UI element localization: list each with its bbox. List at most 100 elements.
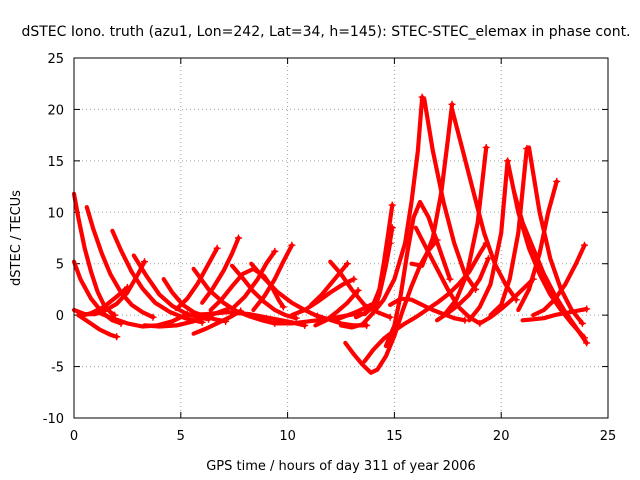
data-series-6 xyxy=(84,205,157,321)
series-end-marker xyxy=(140,258,148,266)
y-tick-label: 10 xyxy=(47,206,64,221)
series-line xyxy=(516,179,559,313)
data-series-41 xyxy=(443,143,490,316)
series-end-marker xyxy=(553,177,561,185)
data-series-15 xyxy=(191,307,245,336)
series-line xyxy=(191,266,277,326)
series-line xyxy=(409,102,455,268)
series-line xyxy=(191,308,243,336)
data-series-20 xyxy=(251,241,296,313)
series-end-marker xyxy=(343,260,351,268)
axis-ticks: 0 5 10 15 20 25 -10 -5 0 5 10 15 20 25 xyxy=(43,52,617,444)
series-line xyxy=(388,296,467,323)
y-axis-label: dSTEC / TECUs xyxy=(9,190,24,286)
series-end-marker xyxy=(448,100,456,108)
series-line xyxy=(131,253,211,322)
data-series-18 xyxy=(230,263,300,322)
x-tick-label: 15 xyxy=(386,429,403,444)
chart-title: dSTEC Iono. truth (azu1, Lon=242, Lat=34… xyxy=(21,24,630,40)
series-line xyxy=(526,145,585,326)
series-end-marker xyxy=(292,314,300,322)
series-line xyxy=(289,277,356,318)
series-end-marker xyxy=(581,241,589,249)
series-line xyxy=(467,158,510,323)
data-series-23 xyxy=(289,275,358,318)
data-series-19 xyxy=(232,247,279,309)
series-line xyxy=(443,145,489,316)
data-series-16 xyxy=(200,234,242,305)
series-end-marker xyxy=(234,234,242,242)
series-end-marker xyxy=(279,303,287,311)
series-line xyxy=(110,228,205,325)
data-series-24 xyxy=(309,260,351,307)
series-end-marker xyxy=(123,283,131,291)
series-line xyxy=(84,205,156,320)
series-end-marker xyxy=(583,305,591,313)
series-line xyxy=(362,203,395,317)
series-end-marker xyxy=(288,241,296,249)
data-series-35 xyxy=(383,199,454,349)
data-series-51 xyxy=(531,241,589,318)
y-tick-label: 0 xyxy=(56,309,64,324)
series-end-marker xyxy=(578,319,586,327)
x-tick-label: 25 xyxy=(600,429,617,444)
data-series-25 xyxy=(313,286,362,328)
series-line xyxy=(71,191,117,318)
series-end-marker xyxy=(583,339,591,347)
series-end-marker xyxy=(237,307,245,315)
series-end-marker xyxy=(213,244,221,252)
data-series-48 xyxy=(516,177,561,313)
series-line xyxy=(174,246,220,312)
series-line xyxy=(488,146,529,318)
series-line xyxy=(230,263,299,321)
y-tick-label: 5 xyxy=(56,258,64,273)
series-line xyxy=(450,107,519,302)
series-line xyxy=(531,243,587,318)
series-line xyxy=(328,259,393,320)
x-tick-label: 0 xyxy=(70,429,78,444)
series-line xyxy=(309,261,350,307)
series-line xyxy=(313,288,361,328)
series-end-marker xyxy=(113,333,121,341)
plot-frame xyxy=(73,57,609,419)
series-line xyxy=(370,94,425,316)
series-end-marker xyxy=(350,275,358,283)
data-series-49 xyxy=(520,305,591,323)
series-line xyxy=(251,243,294,313)
data-series-12 xyxy=(174,244,221,312)
series-line xyxy=(232,249,277,309)
series-end-marker xyxy=(271,247,279,255)
series-line xyxy=(511,189,589,345)
series-line xyxy=(200,235,241,305)
series-line xyxy=(161,277,228,324)
y-tick-label: -10 xyxy=(43,412,64,427)
data-series-47 xyxy=(511,189,591,347)
y-tick-label: -5 xyxy=(51,361,64,376)
series-line xyxy=(97,311,190,329)
x-tick-label: 5 xyxy=(177,429,185,444)
series-line xyxy=(383,199,452,349)
series-end-marker xyxy=(386,313,394,321)
x-tick-label: 10 xyxy=(279,429,296,444)
y-tick-label: 15 xyxy=(47,155,64,170)
data-series-31 xyxy=(362,201,396,317)
series-end-marker xyxy=(149,313,157,321)
x-axis-label: GPS time / hours of day 311 of year 2006 xyxy=(206,459,476,474)
series-line xyxy=(520,306,589,323)
data-series-27 xyxy=(328,259,394,321)
series-end-marker xyxy=(484,255,492,263)
series-end-marker xyxy=(446,275,454,283)
series-line xyxy=(76,313,119,339)
series-end-marker xyxy=(482,143,490,151)
x-tick-label: 20 xyxy=(493,429,510,444)
data-series-4 xyxy=(76,313,121,341)
series-end-marker xyxy=(388,201,396,209)
data-series-37 xyxy=(409,100,456,268)
data-series-group xyxy=(71,93,591,375)
y-tick-label: 25 xyxy=(47,52,64,67)
y-tick-label: 20 xyxy=(47,103,64,118)
data-series-50 xyxy=(526,145,586,327)
series-line xyxy=(477,277,536,326)
series-end-marker xyxy=(354,286,362,294)
